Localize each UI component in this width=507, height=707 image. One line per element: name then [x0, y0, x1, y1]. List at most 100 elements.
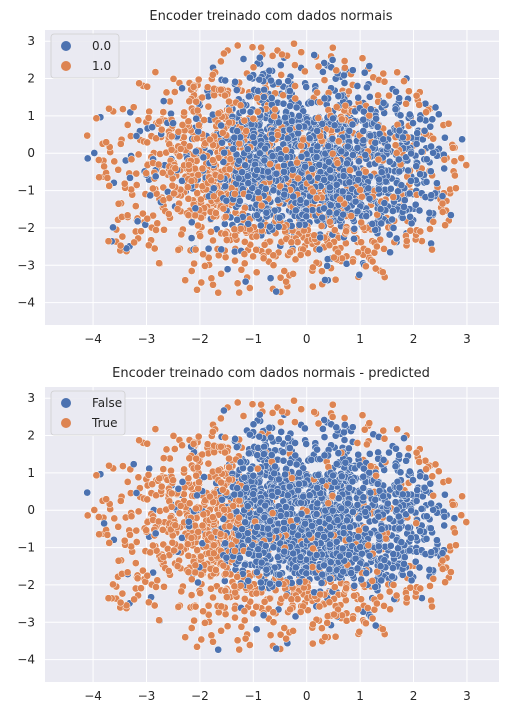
point-series-2	[146, 548, 155, 557]
point-series-1	[338, 544, 347, 553]
point-series-2	[281, 146, 290, 154]
point-series-2	[462, 161, 471, 169]
point-series-2	[260, 597, 269, 606]
point-series-2	[194, 432, 203, 441]
point-series-1	[405, 110, 414, 119]
point-series-2	[447, 568, 455, 576]
point-series-1	[425, 208, 434, 217]
point-series-2	[440, 155, 449, 164]
point-series-1	[233, 215, 242, 224]
point-series-1	[221, 539, 230, 548]
point-series-2	[222, 593, 231, 601]
point-series-2	[368, 577, 377, 585]
point-series-1	[320, 451, 329, 460]
point-series-2	[151, 68, 160, 76]
point-series-2	[391, 141, 400, 150]
point-series-2	[123, 121, 132, 129]
point-series-1	[385, 514, 394, 523]
point-series-1	[289, 192, 298, 201]
point-series-2	[360, 425, 369, 434]
point-series-2	[159, 196, 168, 205]
point-series-2	[198, 164, 207, 173]
point-series-2	[294, 174, 302, 183]
point-series-2	[350, 591, 358, 600]
point-series-1	[221, 76, 230, 85]
point-series-1	[415, 206, 424, 215]
point-series-2	[95, 530, 103, 539]
point-series-1	[133, 217, 142, 226]
point-series-1	[438, 192, 447, 200]
point-series-2	[449, 500, 457, 509]
point-series-2	[220, 49, 228, 58]
point-series-2	[209, 192, 218, 201]
point-series-2	[457, 154, 466, 163]
point-series-2	[400, 77, 408, 86]
y-tick-label: −3	[17, 258, 35, 272]
point-series-1	[433, 536, 441, 545]
point-series-1	[204, 244, 213, 253]
point-series-1	[339, 210, 347, 219]
point-series-2	[402, 237, 411, 245]
point-series-1	[320, 433, 329, 441]
point-series-2	[393, 425, 402, 434]
point-series-2	[349, 614, 357, 623]
point-series-2	[130, 595, 138, 604]
point-series-2	[185, 97, 194, 106]
point-series-1	[407, 219, 416, 228]
point-series-2	[132, 538, 141, 546]
point-series-2	[159, 454, 168, 462]
point-series-1	[400, 203, 408, 211]
point-series-1	[209, 184, 218, 193]
point-series-1	[288, 117, 296, 126]
point-series-1	[268, 152, 277, 161]
point-series-1	[350, 234, 358, 243]
point-series-2	[148, 480, 157, 489]
point-series-2	[150, 601, 159, 610]
point-series-1	[379, 492, 388, 501]
point-series-2	[185, 499, 194, 508]
point-series-1	[275, 213, 284, 222]
point-series-1	[334, 92, 343, 100]
point-series-2	[428, 602, 436, 611]
point-series-2	[332, 66, 341, 75]
point-series-1	[362, 212, 371, 220]
point-series-1	[350, 224, 359, 233]
point-series-2	[209, 236, 217, 245]
point-series-1	[279, 456, 288, 465]
point-series-2	[105, 104, 113, 113]
y-tick-label: 0	[27, 146, 35, 160]
point-series-2	[201, 262, 209, 270]
point-series-1	[126, 174, 134, 182]
point-series-2	[152, 583, 160, 591]
point-series-1	[391, 498, 400, 507]
point-series-1	[373, 123, 382, 131]
point-series-2	[451, 171, 459, 180]
point-series-1	[90, 149, 99, 157]
point-series-2	[168, 181, 177, 190]
point-series-2	[153, 219, 162, 228]
point-series-2	[187, 267, 196, 275]
point-series-1	[422, 535, 431, 543]
point-series-1	[221, 182, 230, 191]
point-series-1	[324, 515, 333, 523]
point-series-2	[371, 264, 380, 273]
scatter-panel-bottom: Encoder treinado com dados normais - pre…	[17, 366, 499, 703]
point-series-1	[385, 448, 393, 457]
point-series-2	[102, 495, 111, 504]
point-series-1	[325, 540, 334, 549]
point-series-2	[358, 411, 367, 420]
point-series-1	[413, 129, 422, 137]
point-series-2	[173, 205, 182, 213]
point-series-1	[305, 134, 314, 143]
x-tick-label: 0	[303, 332, 311, 346]
point-series-2	[180, 108, 188, 117]
point-series-2	[368, 614, 377, 623]
point-series-1	[339, 567, 347, 576]
point-series-2	[207, 176, 216, 185]
point-series-2	[119, 462, 127, 470]
point-series-2	[354, 248, 362, 257]
point-series-1	[416, 527, 424, 536]
point-series-1	[329, 114, 337, 123]
point-series-2	[248, 400, 257, 409]
point-series-1	[307, 456, 316, 464]
